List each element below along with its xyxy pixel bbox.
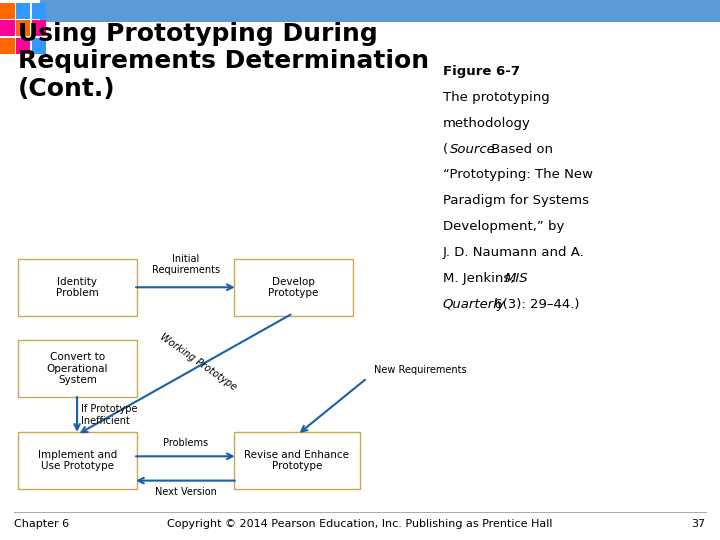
Text: J. D. Naumann and A.: J. D. Naumann and A. — [443, 246, 585, 259]
Text: Develop
Prototype: Develop Prototype — [269, 276, 318, 298]
Text: Based on: Based on — [487, 143, 554, 156]
Text: MIS: MIS — [505, 272, 528, 285]
Text: Source:: Source: — [450, 143, 500, 156]
Text: The prototyping: The prototyping — [443, 91, 549, 104]
Text: 37: 37 — [691, 519, 706, 530]
Text: Paradigm for Systems: Paradigm for Systems — [443, 194, 589, 207]
FancyBboxPatch shape — [16, 20, 30, 36]
Text: Next Version: Next Version — [155, 487, 217, 497]
Text: Identity
Problem: Identity Problem — [56, 276, 99, 298]
Text: If Prototype
Inefficient: If Prototype Inefficient — [81, 404, 137, 426]
FancyBboxPatch shape — [32, 20, 46, 36]
Text: Problems: Problems — [163, 438, 208, 448]
Text: Working Prototype: Working Prototype — [158, 332, 238, 392]
FancyBboxPatch shape — [18, 340, 137, 397]
Text: Figure 6-7: Figure 6-7 — [443, 65, 520, 78]
Text: Development,” by: Development,” by — [443, 220, 564, 233]
Text: methodology: methodology — [443, 117, 531, 130]
FancyBboxPatch shape — [234, 259, 353, 316]
Text: Implement and
Use Prototype: Implement and Use Prototype — [37, 449, 117, 471]
Text: (: ( — [443, 143, 448, 156]
Text: Copyright © 2014 Pearson Education, Inc. Publishing as Prentice Hall: Copyright © 2014 Pearson Education, Inc.… — [167, 519, 553, 530]
Text: New Requirements: New Requirements — [374, 365, 467, 375]
FancyBboxPatch shape — [32, 3, 46, 19]
FancyBboxPatch shape — [0, 20, 14, 36]
FancyBboxPatch shape — [18, 259, 137, 316]
Text: Revise and Enhance
Prototype: Revise and Enhance Prototype — [245, 449, 349, 471]
Text: Convert to
Operational
System: Convert to Operational System — [47, 352, 108, 385]
FancyBboxPatch shape — [16, 38, 30, 54]
FancyBboxPatch shape — [40, 0, 720, 22]
Text: Initial
Requirements: Initial Requirements — [152, 254, 220, 275]
FancyBboxPatch shape — [32, 38, 46, 54]
FancyBboxPatch shape — [16, 3, 30, 19]
FancyBboxPatch shape — [0, 38, 14, 54]
Text: “Prototyping: The New: “Prototyping: The New — [443, 168, 593, 181]
Text: M. Jenkins,: M. Jenkins, — [443, 272, 518, 285]
Text: Chapter 6: Chapter 6 — [14, 519, 70, 530]
FancyBboxPatch shape — [0, 3, 14, 19]
Text: Using Prototyping During
Requirements Determination
(Cont.): Using Prototyping During Requirements De… — [18, 22, 429, 101]
Text: Quarterly: Quarterly — [443, 298, 505, 311]
FancyBboxPatch shape — [234, 432, 360, 489]
Text: 6(3): 29–44.): 6(3): 29–44.) — [490, 298, 580, 311]
FancyBboxPatch shape — [18, 432, 137, 489]
